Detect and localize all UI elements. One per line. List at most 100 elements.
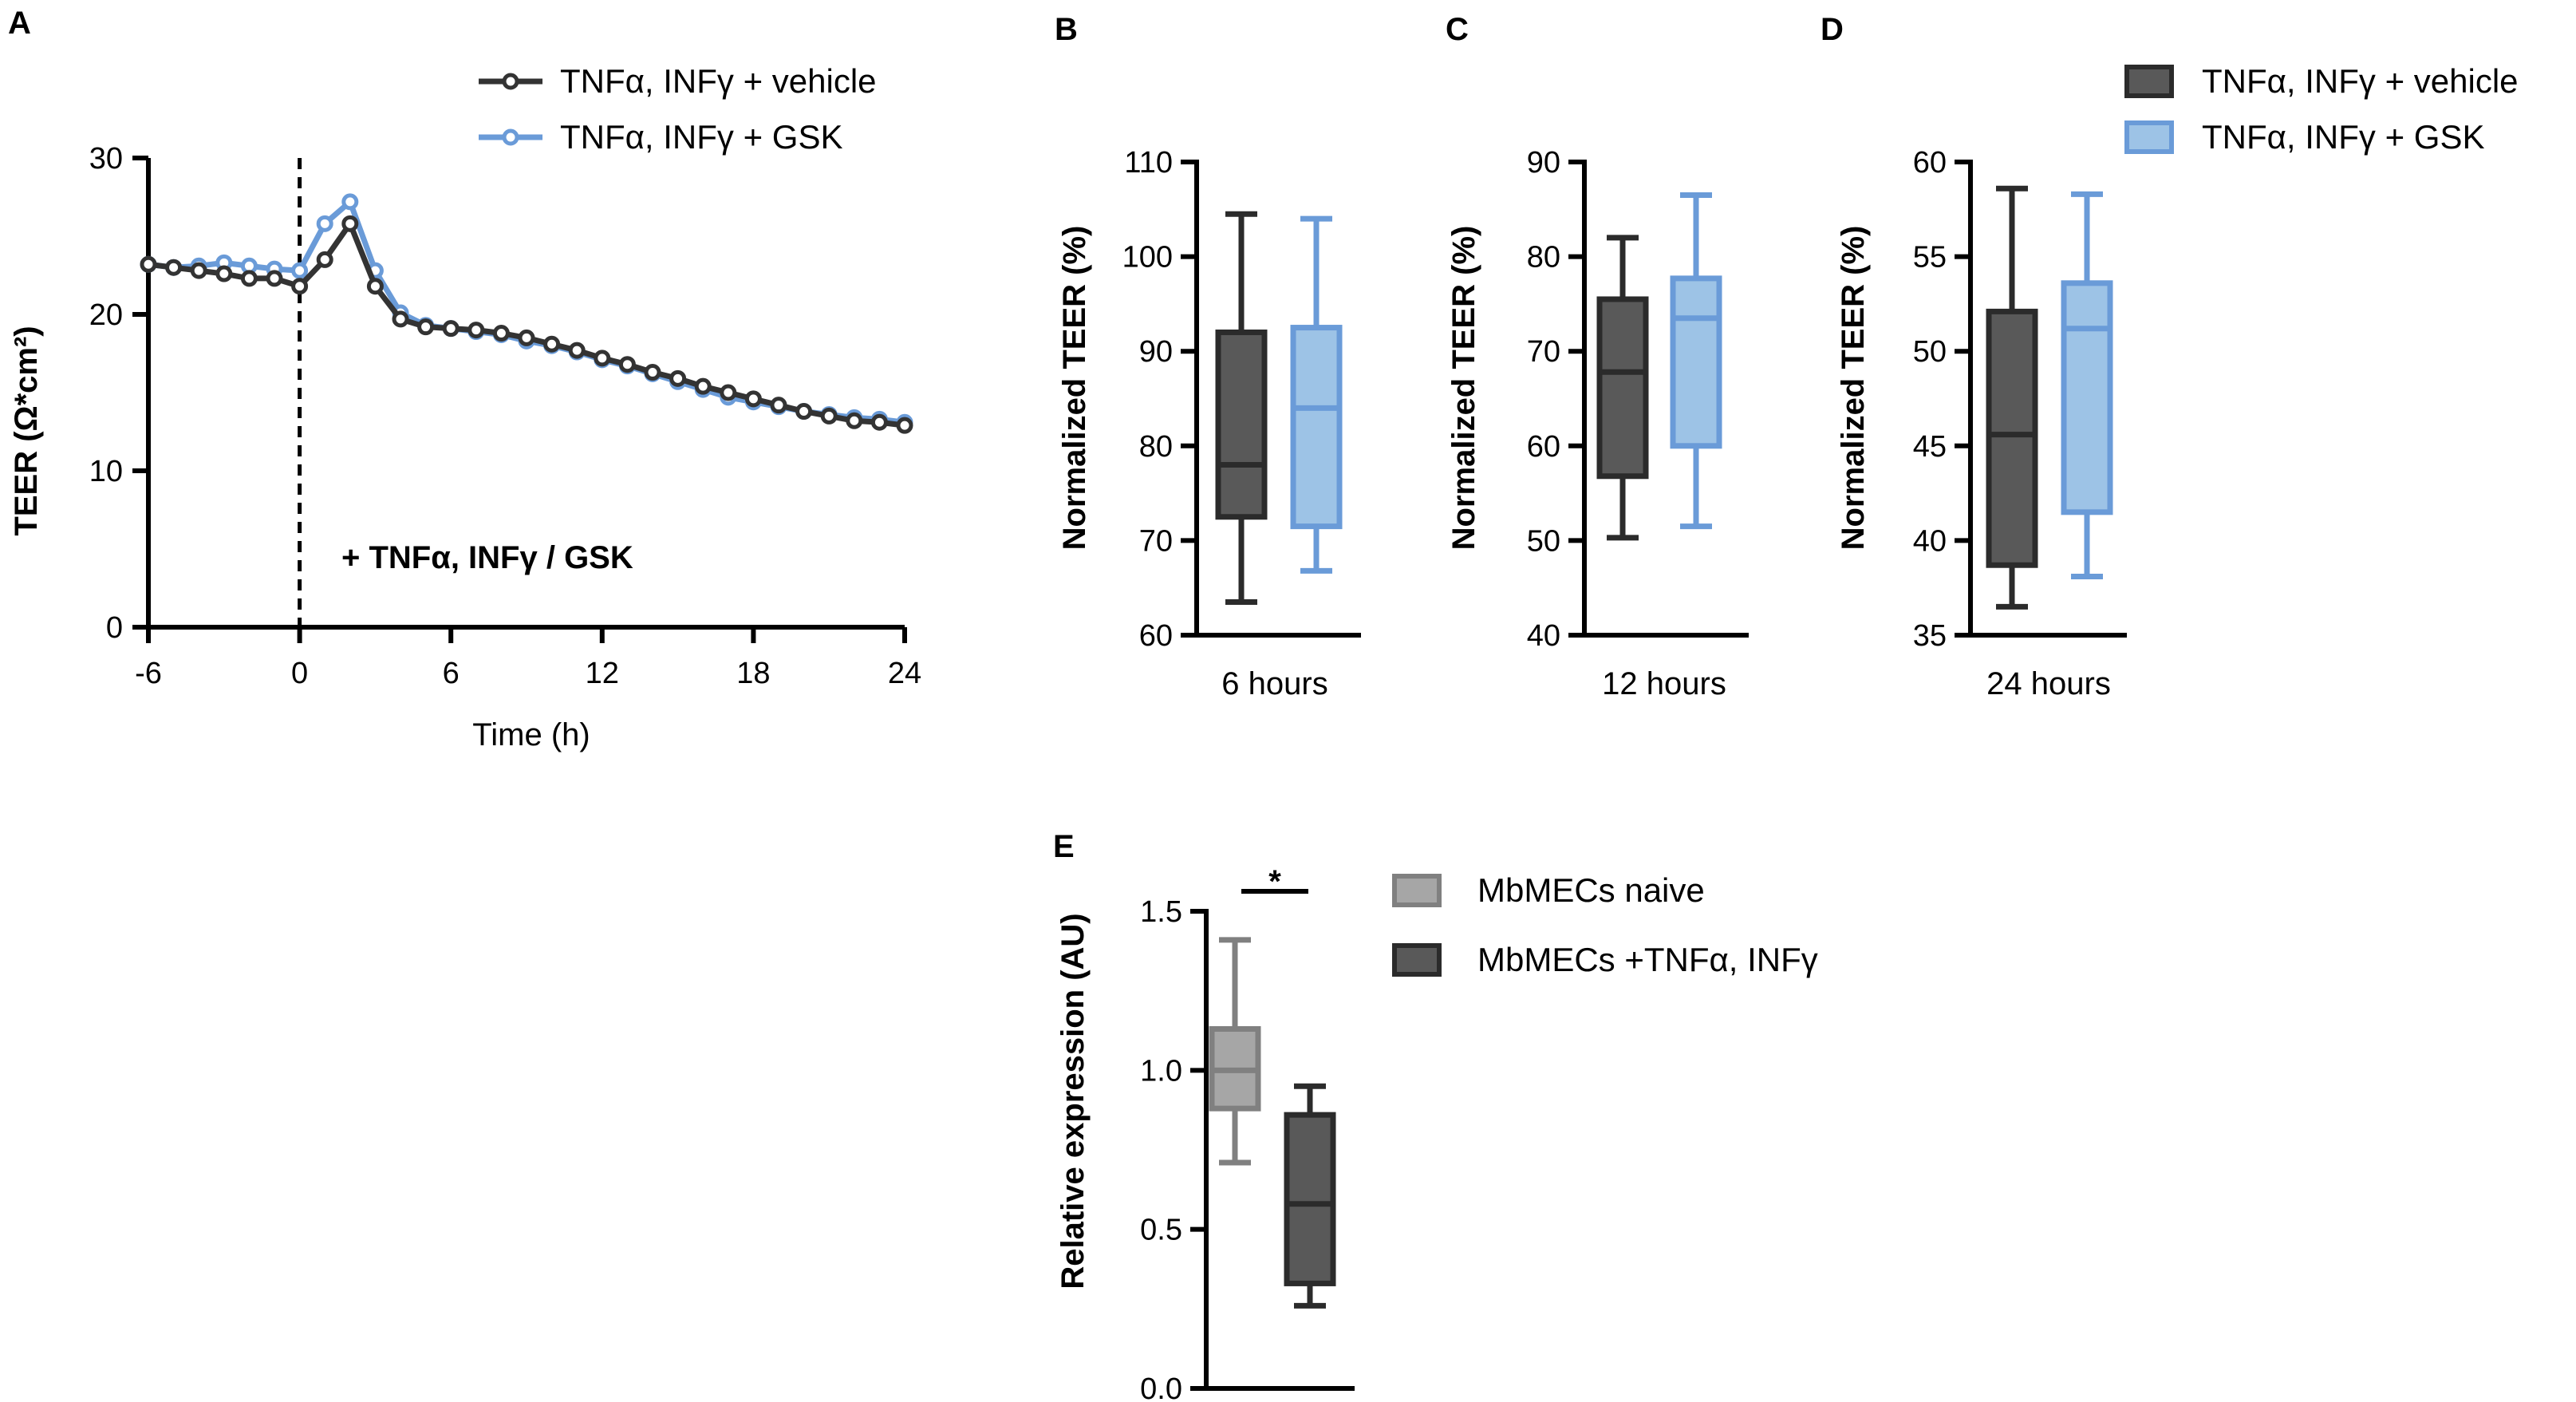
panel-b-ylabel: Normalized TEER (%) xyxy=(1057,226,1092,551)
data-point-vehicle xyxy=(165,259,183,276)
panel-d-ylabel: Normalized TEER (%) xyxy=(1836,226,1871,551)
panel-a-legend: TNFα, INFγ + vehicle TNFα, INFγ + GSK xyxy=(479,62,877,156)
legend-a-gsk-marker xyxy=(502,128,519,146)
panel-d-ytick-label: 50 xyxy=(1913,335,1947,369)
data-point-vehicle xyxy=(770,397,787,414)
panel-e-ytick-label: 1.0 xyxy=(1140,1054,1182,1088)
data-point-vehicle xyxy=(316,251,333,268)
panel-c-ytick-label: 60 xyxy=(1527,430,1560,464)
data-point-vehicle xyxy=(846,412,863,429)
data-point-vehicle xyxy=(240,270,258,287)
data-point-vehicle xyxy=(669,369,687,387)
panel-b-box xyxy=(1290,325,1343,530)
legend-e-naive-label: MbMECs naive xyxy=(1477,871,1705,909)
data-point-gsk xyxy=(316,215,333,232)
panel-d-box xyxy=(2061,280,2113,515)
legend-d-vehicle-label: TNFα, INFγ + vehicle xyxy=(2202,62,2519,100)
data-point-vehicle xyxy=(568,342,586,359)
data-point-vehicle xyxy=(467,322,485,339)
panel-c-ylabel: Normalized TEER (%) xyxy=(1446,226,1481,551)
panel-a-annotation: + TNFα, INFγ / GSK xyxy=(341,540,633,575)
legend-d-vehicle-swatch xyxy=(2124,65,2174,98)
panel-d-ytick-label: 55 xyxy=(1913,241,1947,274)
panel-d-ytick-label: 40 xyxy=(1913,524,1947,558)
panel-letter-c: C xyxy=(1446,12,1469,47)
data-point-vehicle xyxy=(644,364,661,381)
panel-c-box xyxy=(1670,275,1722,449)
panel-b-ytick-label: 90 xyxy=(1139,335,1173,369)
panel-c-ytick-label: 50 xyxy=(1527,524,1560,558)
panel-c-box-chart: Normalized TEER (%) 12 hours 40 50 60 70 80 9… xyxy=(1446,146,1749,701)
panel-c-ytick-label: 90 xyxy=(1527,146,1560,180)
legend-e-treated-label: MbMECs +TNFα, INFγ xyxy=(1477,941,1818,978)
panel-c-ytick-label: 40 xyxy=(1527,619,1560,653)
panel-a-ylabel: TEER (Ω*cm²) xyxy=(9,326,44,535)
legend-a-gsk-label: TNFα, INFγ + GSK xyxy=(560,118,842,156)
legend-d-gsk-label: TNFα, INFγ + GSK xyxy=(2202,118,2484,156)
legend-e-treated-swatch xyxy=(1392,943,1442,977)
data-point-gsk xyxy=(341,193,359,211)
data-point-vehicle xyxy=(543,335,561,353)
data-point-vehicle xyxy=(870,413,888,431)
panel-b-ytick-label: 110 xyxy=(1124,146,1173,180)
panel-d-ytick-label: 60 xyxy=(1913,146,1947,180)
panel-a-xtick-label: 24 xyxy=(888,657,921,690)
data-point-gsk xyxy=(291,262,309,279)
panel-c-box xyxy=(1596,296,1649,480)
panel-a-ytick-label: 20 xyxy=(89,298,123,332)
panel-c-ytick-label: 80 xyxy=(1527,241,1560,274)
data-point-vehicle xyxy=(442,320,460,338)
panel-a-line-chart: TEER (Ω*cm²) Time (h) + TNFα, INFγ / GSK… xyxy=(9,62,921,752)
data-point-vehicle xyxy=(291,278,309,295)
panel-a-xtick-label: 6 xyxy=(443,657,460,690)
panel-d-box xyxy=(1986,308,2038,568)
data-point-vehicle xyxy=(518,329,535,346)
panel-e-significance-star: * xyxy=(1268,864,1281,899)
data-point-vehicle xyxy=(820,407,838,425)
data-point-vehicle xyxy=(492,325,510,342)
panel-b-box xyxy=(1215,329,1268,520)
data-point-vehicle xyxy=(618,356,636,373)
panel-d-ytick-label: 45 xyxy=(1913,430,1947,464)
panel-letter-e: E xyxy=(1053,829,1075,864)
data-point-vehicle xyxy=(215,265,233,282)
panel-letter-b: B xyxy=(1055,12,1078,47)
data-point-vehicle xyxy=(694,377,712,395)
panel-a-xlabel: Time (h) xyxy=(472,717,590,752)
panel-a-xtick-label: 0 xyxy=(291,657,308,690)
panel-d-box-chart: Normalized TEER (%) 24 hours 35 40 45 50 55 6… xyxy=(1836,146,2127,701)
data-point-vehicle xyxy=(366,278,384,295)
panel-e-ylabel: Relative expression (AU) xyxy=(1055,913,1091,1289)
panel-a-ytick-label: 0 xyxy=(106,611,123,645)
data-point-vehicle xyxy=(720,384,737,401)
data-point-vehicle xyxy=(266,270,283,287)
data-point-vehicle xyxy=(744,390,762,408)
panel-a-xtick-label: 12 xyxy=(586,657,619,690)
panel-letter-a: A xyxy=(8,6,31,41)
panel-b-xlabel: 6 hours xyxy=(1221,666,1327,701)
data-point-vehicle xyxy=(140,255,157,273)
panel-a-ytick-label: 10 xyxy=(89,455,123,488)
legend-e-naive-swatch xyxy=(1392,874,1442,907)
series-line-gsk xyxy=(148,199,905,425)
panel-b-ytick-label: 70 xyxy=(1139,524,1173,558)
panel-a-ytick-label: 30 xyxy=(89,142,123,176)
legend-a-vehicle-marker xyxy=(502,73,519,90)
panel-d-ytick-label: 35 xyxy=(1913,619,1947,653)
panel-c-xlabel: 12 hours xyxy=(1602,666,1726,701)
series-line-vehicle xyxy=(148,220,905,428)
panel-e-box xyxy=(1284,1112,1336,1286)
panel-d-legend: TNFα, INFγ + vehicle TNFα, INFγ + GSK xyxy=(2124,62,2519,156)
data-point-vehicle xyxy=(341,215,359,232)
legend-a-vehicle-label: TNFα, INFγ + vehicle xyxy=(560,62,877,100)
data-point-vehicle xyxy=(594,350,611,367)
data-point-vehicle xyxy=(190,262,207,279)
panel-e-ytick-label: 1.5 xyxy=(1140,895,1182,929)
panel-b-ytick-label: 80 xyxy=(1139,430,1173,464)
panel-letter-d: D xyxy=(1821,12,1844,47)
legend-d-gsk-swatch xyxy=(2124,120,2174,154)
panel-b-ytick-label: 100 xyxy=(1122,241,1173,274)
data-point-vehicle xyxy=(417,318,435,336)
panel-b-ytick-label: 60 xyxy=(1139,619,1173,653)
panel-e-box-chart: Relative expression (AU) * 0.0 0.5 1.0 1.5 xyxy=(1055,864,1355,1402)
